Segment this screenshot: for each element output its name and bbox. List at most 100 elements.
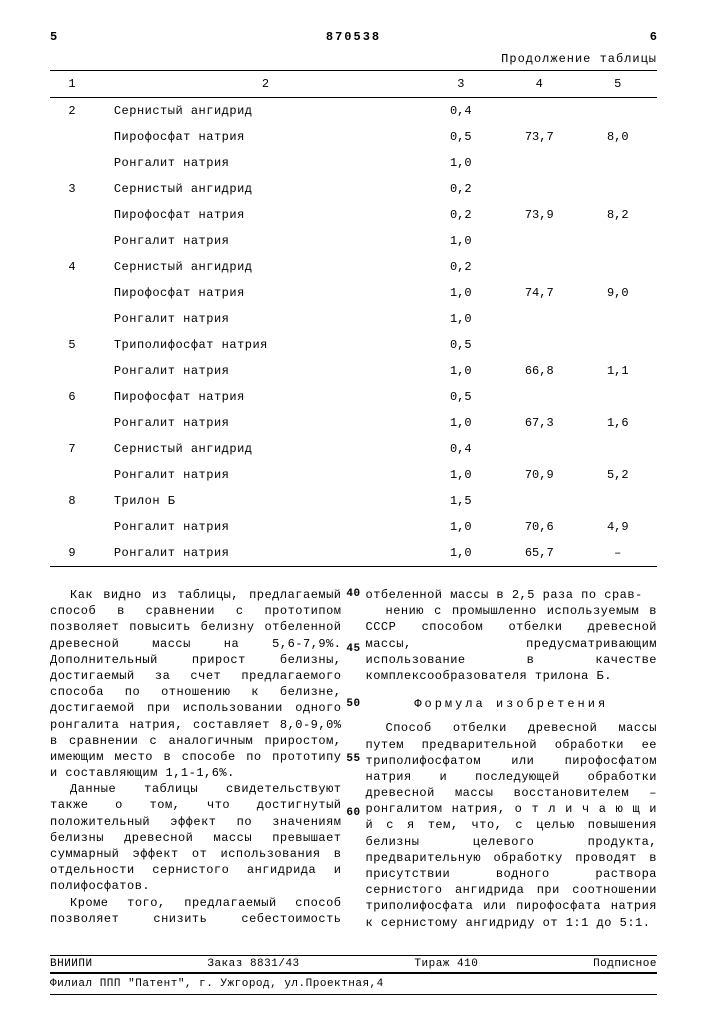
table-cell	[50, 306, 94, 332]
table-cell: 8,0	[579, 124, 658, 150]
table-cell: 0,4	[422, 436, 500, 462]
table-cell: 1,0	[422, 514, 500, 540]
table-cell: 70,9	[500, 462, 578, 488]
table-cell	[500, 332, 578, 358]
header-row: 5 870538 6	[50, 30, 657, 44]
table-cell: 66,8	[500, 358, 578, 384]
table-cell	[500, 488, 578, 514]
table-cell: 4	[50, 254, 94, 280]
table-cell: Ронгалит натрия	[94, 358, 422, 384]
line-marks: 40 45 50 55 60	[346, 587, 360, 931]
table-cell	[500, 228, 578, 254]
table-cell	[579, 98, 658, 125]
table-cell	[50, 280, 94, 306]
table-cell: 73,7	[500, 124, 578, 150]
table-row: Пирофосфат натрия0,573,78,0	[50, 124, 657, 150]
table-cell: 0,5	[422, 332, 500, 358]
table-cell	[500, 98, 578, 125]
table-cell: –	[579, 540, 658, 567]
header-right: 6	[650, 30, 657, 44]
table-cell: 1,0	[422, 150, 500, 176]
line-mark: 40	[346, 587, 360, 602]
table-cell: Пирофосфат натрия	[94, 202, 422, 228]
table-cell: 1,0	[422, 228, 500, 254]
table-cell: Триполифосфат натрия	[94, 332, 422, 358]
table-cell	[579, 488, 658, 514]
table-header-cell: 4	[500, 71, 578, 98]
body-text: 40 45 50 55 60 Как видно из таблицы, пре…	[50, 587, 657, 931]
paragraph: Данные таблицы свидетельствуют также о т…	[50, 781, 342, 894]
table-cell: 1,0	[422, 280, 500, 306]
table-cell: 8	[50, 488, 94, 514]
table-cell	[579, 332, 658, 358]
header-left: 5	[50, 30, 57, 44]
table-cell: 70,6	[500, 514, 578, 540]
line-mark: 55	[346, 752, 360, 767]
table-cell	[50, 202, 94, 228]
table-row: Ронгалит натрия1,070,95,2	[50, 462, 657, 488]
table-cell	[50, 228, 94, 254]
table-cell: 7	[50, 436, 94, 462]
table-cell: Пирофосфат натрия	[94, 280, 422, 306]
table-cell: Ронгалит натрия	[94, 540, 422, 567]
footer-address: Филиал ППП "Патент", г. Ужгород, ул.Прое…	[50, 974, 657, 994]
table-row: Пирофосфат натрия0,273,98,2	[50, 202, 657, 228]
table-cell	[500, 254, 578, 280]
data-table: 1 2 3 4 5 2Сернистый ангидрид0,4Пирофосф…	[50, 70, 657, 567]
table-row: 5Триполифосфат натрия0,5	[50, 332, 657, 358]
paragraph: Способ отбелки древесной массы путем пре…	[366, 720, 658, 930]
table-cell: 1,0	[422, 540, 500, 567]
table-row: Ронгалит натрия1,0	[50, 150, 657, 176]
table-header-cell: 1	[50, 71, 94, 98]
table-header-cell: 3	[422, 71, 500, 98]
table-cell	[50, 124, 94, 150]
table-cell: Сернистый ангидрид	[94, 436, 422, 462]
header-center: 870538	[326, 30, 381, 44]
table-row: 7Сернистый ангидрид0,4	[50, 436, 657, 462]
table-cell: Ронгалит натрия	[94, 228, 422, 254]
table-cell: Ронгалит натрия	[94, 514, 422, 540]
table-cell: Ронгалит натрия	[94, 410, 422, 436]
table-cell: 5	[50, 332, 94, 358]
table-cell: Сернистый ангидрид	[94, 254, 422, 280]
table-cell	[500, 176, 578, 202]
table-cell: 1,5	[422, 488, 500, 514]
table-row: 8Трилон Б1,5	[50, 488, 657, 514]
table-cell: 0,4	[422, 98, 500, 125]
table-cell: 3	[50, 176, 94, 202]
table-cell	[500, 150, 578, 176]
table-row: 6Пирофосфат натрия0,5	[50, 384, 657, 410]
table-cell	[579, 384, 658, 410]
table-header-cell: 2	[94, 71, 422, 98]
table-cell: 8,2	[579, 202, 658, 228]
table-cell: 73,9	[500, 202, 578, 228]
table-body: 2Сернистый ангидрид0,4Пирофосфат натрия0…	[50, 98, 657, 567]
paragraph: нению с промышленно используемым в СССР …	[366, 603, 658, 684]
table-cell: 0,2	[422, 176, 500, 202]
line-mark: 60	[346, 806, 360, 821]
table-cell	[50, 150, 94, 176]
page: 5 870538 6 Продолжение таблицы 1 2 3 4 5…	[0, 0, 707, 1015]
table-cell: 0,5	[422, 124, 500, 150]
table-cell: 1,6	[579, 410, 658, 436]
table-cell: 0,2	[422, 254, 500, 280]
table-cell: 1,0	[422, 410, 500, 436]
footer-part: Заказ 8831/43	[207, 958, 299, 970]
table-cell	[50, 462, 94, 488]
table-cell: 1,0	[422, 462, 500, 488]
footer-line: ВНИИПИ Заказ 8831/43 Тираж 410 Подписное	[50, 956, 657, 973]
table-cell	[50, 514, 94, 540]
table-cell	[579, 150, 658, 176]
line-mark: 45	[346, 642, 360, 657]
table-cell	[500, 384, 578, 410]
formula-title: Формула изобретения	[366, 696, 658, 712]
table-cell	[500, 436, 578, 462]
table-cell	[50, 410, 94, 436]
table-cell: Ронгалит натрия	[94, 462, 422, 488]
table-row: 2Сернистый ангидрид0,4	[50, 98, 657, 125]
table-cell: 5,2	[579, 462, 658, 488]
table-cell: 74,7	[500, 280, 578, 306]
table-cell	[50, 358, 94, 384]
continuation-label: Продолжение таблицы	[50, 52, 657, 66]
footer: ВНИИПИ Заказ 8831/43 Тираж 410 Подписное…	[50, 955, 657, 995]
